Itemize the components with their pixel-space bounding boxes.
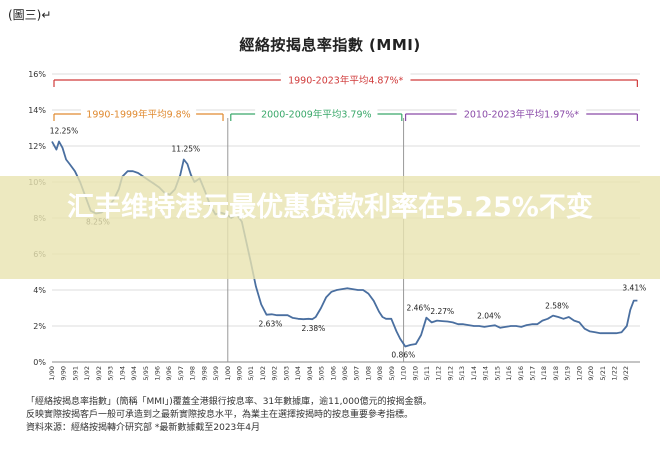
x-tick-label: 9/00 (236, 366, 244, 381)
data-label: 3.41% (622, 284, 646, 293)
x-tick-label: 1/20 (575, 366, 583, 381)
x-tick-label: 9/20 (587, 366, 595, 381)
x-tick-label: 9/18 (552, 366, 560, 381)
x-tick-label: 9/02 (271, 366, 279, 381)
y-tick-label: 12% (28, 142, 46, 151)
x-tick-label: 5/13 (458, 366, 466, 381)
data-label: 2.63% (259, 320, 283, 329)
period-label: 1990-2023年平均4.87%* (288, 75, 403, 87)
period-label: 2000-2009年平均3.79% (261, 109, 371, 121)
data-label: 11.25% (172, 145, 201, 154)
x-tick-label: 9/94 (130, 366, 138, 381)
data-label: 2.46% (407, 304, 431, 313)
x-tick-label: 5/11 (423, 366, 431, 381)
x-tick-label: 9/16 (517, 366, 525, 381)
footnote-1: 「經絡按揭息率指數」(簡稱「MMI」)覆蓋全港銀行按息率、31年數據庫，逾11,… (26, 397, 432, 407)
x-tick-label: 9/10 (411, 366, 419, 381)
x-tick-label: 9/96 (165, 366, 173, 381)
period-bracket: 2000-2009年平均3.79% (230, 107, 403, 121)
y-tick-label: 16% (28, 70, 46, 79)
period-label-bg (456, 107, 587, 120)
x-tick-label: 1/00 (224, 366, 232, 381)
headline-banner (0, 176, 660, 279)
x-tick-label: 5/19 (564, 366, 572, 381)
x-tick-label: 5/07 (353, 366, 361, 381)
x-tick-label: 9/90 (60, 366, 68, 381)
period-bracket: 1990-2023年平均4.87%* (53, 73, 638, 87)
x-tick-label: 5/05 (318, 366, 326, 381)
footnote-2: 反映實際按揭客戶一般可承造到之最新實際按息水平，為業主在選擇按揭時的按息重要參考… (26, 410, 414, 420)
y-tick-label: 0% (33, 358, 46, 367)
period-label: 1990-1999年平均9.8% (86, 109, 190, 121)
x-tick-label: 1/08 (364, 366, 372, 381)
x-tick-label: 1/98 (189, 366, 197, 381)
x-tick-label: 9/12 (446, 366, 454, 381)
x-tick-label: 9/08 (376, 366, 384, 381)
x-tick-label: 1/18 (540, 366, 548, 381)
x-tick-label: 5/15 (493, 366, 501, 381)
x-tick-label: 1/22 (611, 366, 619, 381)
y-tick-label: 2% (33, 322, 46, 331)
x-tick-label: 1/14 (470, 366, 478, 381)
x-tick-label: 1/06 (329, 366, 337, 381)
data-label: 12.25% (50, 127, 79, 136)
x-tick-label: 1/02 (259, 366, 267, 381)
footnote-3: 資料來源：經絡按揭轉介研究部 *最新數據截至2023年4月 (26, 423, 260, 433)
x-tick-label: 1/12 (435, 366, 443, 381)
period-label-bg (80, 107, 197, 120)
x-tick-label: 5/03 (282, 366, 290, 381)
x-tick-label: 1/96 (153, 366, 161, 381)
x-tick-label: 9/98 (200, 366, 208, 381)
x-tick-label: 1/92 (83, 366, 91, 381)
x-tick-label: 5/93 (107, 366, 115, 381)
x-tick-label: 9/22 (622, 366, 630, 381)
period-bracket: 1990-1999年平均9.8% (53, 107, 224, 121)
x-tick-label: 1/10 (400, 366, 408, 381)
y-tick-label: 4% (33, 286, 46, 295)
data-label: 2.27% (430, 307, 454, 316)
period-label-bg (255, 107, 378, 120)
x-tick-label: 9/04 (306, 366, 314, 381)
period-label: 2010-2023年平均1.97%* (464, 109, 579, 121)
x-tick-label: 5/01 (247, 366, 255, 381)
x-tick-label: 9/06 (341, 366, 349, 381)
period-bracket: 2010-2023年平均1.97%* (404, 107, 638, 121)
x-tick-label: 1/90 (48, 366, 56, 381)
period-label-bg (280, 73, 411, 86)
x-tick-label: 1/04 (294, 366, 302, 381)
figure-number-label: (圖三)↵ (8, 8, 52, 22)
x-tick-label: 5/91 (71, 366, 79, 381)
x-tick-label: 5/99 (212, 366, 220, 381)
x-tick-label: 1/94 (118, 366, 126, 381)
data-label: 2.04% (477, 311, 501, 320)
x-tick-label: 5/97 (177, 366, 185, 381)
y-tick-label: 14% (28, 106, 46, 115)
data-label: 2.58% (545, 302, 569, 311)
x-tick-label: 9/92 (95, 366, 103, 381)
x-tick-label: 5/95 (142, 366, 150, 381)
chart-footnotes: 「經絡按揭息率指數」(簡稱「MMI」)覆蓋全港銀行按息率、31年數據庫，逾11,… (26, 396, 432, 435)
x-tick-label: 9/14 (482, 366, 490, 381)
headline-text: 汇丰维持港元最优惠贷款利率在5.25%不变 (67, 192, 593, 223)
data-label: 0.86% (391, 351, 415, 360)
x-tick-label: 5/21 (599, 366, 607, 381)
x-tick-label: 1/16 (505, 366, 513, 381)
x-tick-label: 5/17 (528, 366, 536, 381)
data-label: 2.38% (301, 324, 325, 333)
x-tick-label: 5/09 (388, 366, 396, 381)
chart-title: 經絡按揭息率指數 (MMI) (239, 36, 421, 54)
